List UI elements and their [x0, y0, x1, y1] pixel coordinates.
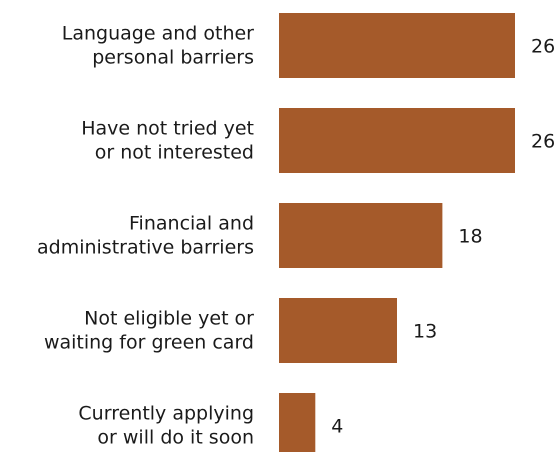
category-label-line: Not eligible yet or: [84, 308, 254, 330]
category-label-line: Language and other: [62, 23, 254, 45]
category-label-line: Currently applying: [78, 403, 254, 425]
data-label: 4: [331, 416, 343, 438]
bar: [279, 13, 515, 78]
category-label-line: or will do it soon: [97, 427, 254, 449]
bar: [279, 393, 316, 452]
bar: [279, 203, 443, 268]
category-label-line: waiting for green card: [44, 332, 254, 354]
category-label-line: personal barriers: [92, 47, 254, 69]
category-label-line: Financial and: [129, 213, 254, 235]
category-label-line: or not interested: [95, 142, 254, 164]
bar: [279, 108, 515, 173]
category-label-line: administrative barriers: [37, 237, 254, 259]
category-label: Financial and administrative barriers: [37, 213, 254, 259]
category-label: Not eligible yet or waiting for green car…: [44, 308, 254, 354]
category-label: Currently applying or will do it soon: [78, 403, 254, 449]
category-label: Language and other personal barriers: [62, 23, 254, 69]
category-label: Have not tried yet or not interested: [81, 118, 254, 164]
data-label: 26: [531, 36, 555, 58]
bar: [279, 298, 397, 363]
data-label: 26: [531, 131, 555, 153]
data-label: 18: [458, 226, 482, 248]
bars-group: [279, 13, 515, 452]
value-labels-group: 26 26 18 13 4: [331, 36, 555, 438]
category-label-line: Have not tried yet: [81, 118, 254, 140]
category-labels-group: Language and other personal barriers Have …: [37, 23, 254, 449]
data-label: 13: [413, 321, 437, 343]
